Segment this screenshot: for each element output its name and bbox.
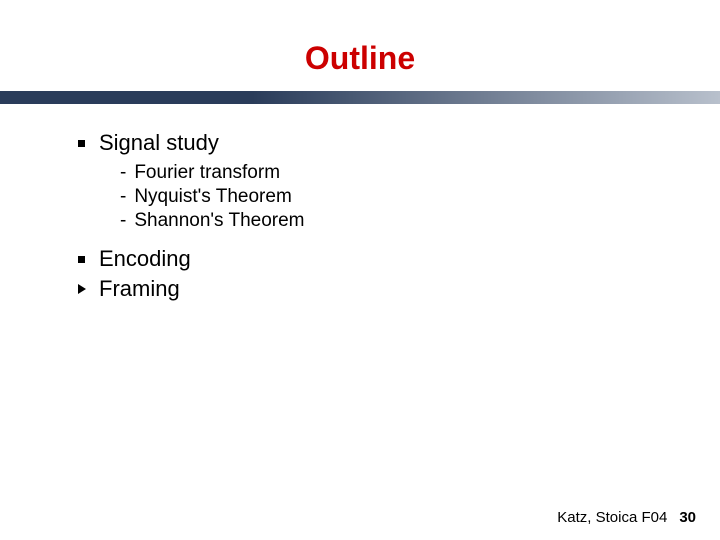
sub-list-item-text: Shannon's Theorem [134,210,304,232]
list-item-text: Encoding [99,246,191,272]
list-item: Signal study [78,130,720,156]
list-item-text: Signal study [99,130,219,156]
list-item: Framing [78,276,720,302]
footer: Katz, Stoica F04 30 [557,509,696,526]
sub-list-item-text: Fourier transform [134,162,280,184]
sub-list-item: -Nyquist's Theorem [120,186,720,208]
footer-author: Katz, Stoica F04 [557,509,667,526]
slide: Outline Signal study-Fourier transform-N… [0,0,720,540]
list-item-text: Framing [99,276,180,302]
sub-list-item: -Shannon's Theorem [120,210,720,232]
list-item: Encoding [78,246,720,272]
square-bullet-icon [78,140,85,147]
dash-bullet-icon: - [120,162,126,184]
arrow-bullet-icon [78,284,86,294]
footer-page-number: 30 [679,509,696,526]
slide-title: Outline [0,0,720,91]
divider-bar [0,91,720,104]
square-bullet-icon [78,256,85,263]
dash-bullet-icon: - [120,186,126,208]
sub-list-item-text: Nyquist's Theorem [134,186,291,208]
content-area: Signal study-Fourier transform-Nyquist's… [0,104,720,302]
sub-list: -Fourier transform-Nyquist's Theorem-Sha… [120,162,720,232]
sub-list-item: -Fourier transform [120,162,720,184]
dash-bullet-icon: - [120,210,126,232]
